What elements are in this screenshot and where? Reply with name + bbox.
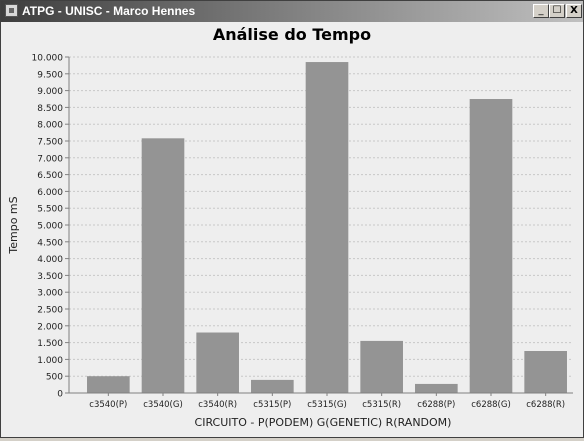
bar-chart: Análise do Tempo 0 500 1.000 1.500 2.000 2.50…: [7, 25, 573, 429]
maximize-button[interactable]: ☐: [549, 4, 565, 18]
minimize-button[interactable]: _: [533, 4, 549, 18]
close-button[interactable]: X: [566, 4, 582, 18]
y-tick-label: 8.000: [37, 121, 63, 131]
bar-c6288(R): [524, 351, 567, 393]
y-tick-label: 4.000: [37, 255, 63, 265]
x-tick-label: c3540(G): [143, 400, 183, 410]
x-axis-ticks: c3540(P) c3540(G) c3540(R) c5315(P) c5315(G)…: [89, 393, 565, 410]
y-tick-label: 10.000: [32, 54, 64, 64]
y-tick-label: 6.500: [37, 171, 63, 181]
y-tick-label: 5.000: [37, 222, 63, 232]
x-axis-label: CIRCUITO - P(PODEM) G(GENETIC) R(RANDOM): [195, 416, 452, 429]
y-tick-label: 3.000: [37, 289, 63, 299]
y-tick-label: 7.000: [37, 154, 63, 164]
bar-c5315(R): [360, 340, 403, 393]
y-axis-label: Tempo mS: [7, 196, 20, 254]
y-tick-label: 0: [57, 390, 63, 400]
x-tick-label: c5315(R): [362, 400, 401, 410]
y-axis-ticks: 0 500 1.000 1.500 2.000 2.500 3.000 3.500 4.000 4…: [32, 54, 69, 400]
x-tick-label: c6288(P): [417, 400, 455, 410]
x-tick-label: c3540(R): [198, 400, 237, 410]
chart-panel: Análise do Tempo 0 500 1.000 1.500 2.000 2.50…: [1, 23, 583, 437]
y-tick-label: 4.500: [37, 238, 63, 248]
y-tick-label: 9.500: [37, 70, 63, 80]
bar-c3540(G): [141, 138, 185, 393]
x-tick-label: c6288(R): [526, 400, 565, 410]
y-tick-label: 1.000: [37, 356, 63, 366]
y-tick-label: 5.500: [37, 205, 63, 215]
x-tick-label: c5315(G): [307, 400, 347, 410]
y-tick-label: 6.000: [37, 188, 63, 198]
x-tick-label: c5315(P): [253, 400, 291, 410]
bar-c6288(P): [415, 383, 458, 393]
bar-c3540(P): [87, 376, 130, 393]
y-tick-label: 500: [46, 373, 63, 383]
bar-c5315(G): [305, 62, 349, 393]
window-title: ATPG - UNISC - Marco Hennes: [22, 4, 196, 18]
y-tick-label: 1.500: [37, 339, 63, 349]
x-tick-label: c3540(P): [89, 400, 127, 410]
bars: [87, 62, 567, 393]
y-tick-label: 9.000: [37, 87, 63, 97]
bar-c3540(R): [196, 332, 239, 393]
y-tick-label: 2.000: [37, 322, 63, 332]
y-tick-label: 3.500: [37, 272, 63, 282]
chart-title: Análise do Tempo: [213, 25, 371, 44]
y-tick-label: 8.500: [37, 104, 63, 114]
x-tick-label: c6288(G): [471, 400, 511, 410]
bar-c5315(P): [251, 379, 294, 393]
bar-c6288(G): [469, 99, 513, 393]
y-tick-label: 2.500: [37, 306, 63, 316]
app-icon[interactable]: [5, 4, 18, 17]
y-tick-label: 7.500: [37, 138, 63, 148]
title-bar[interactable]: ATPG - UNISC - Marco Hennes _ ☐ X: [1, 1, 583, 22]
